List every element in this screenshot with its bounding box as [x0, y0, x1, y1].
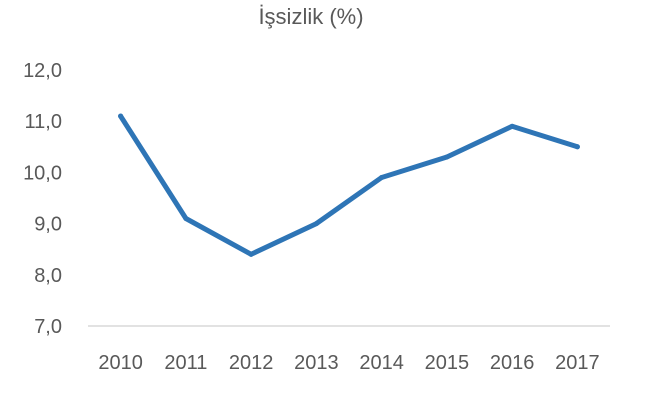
data-point — [183, 215, 189, 221]
x-tick-label: 2013 — [294, 352, 339, 374]
x-tick-label: 2016 — [490, 352, 535, 374]
x-tick-label: 2017 — [555, 352, 600, 374]
x-tick-label: 2012 — [229, 352, 274, 374]
y-tick-label: 8,0 — [34, 265, 62, 287]
y-tick-label: 9,0 — [34, 214, 62, 236]
chart-title: İşsizlik (%) — [258, 4, 363, 29]
data-point — [574, 144, 580, 150]
x-tick-label: 2014 — [359, 352, 404, 374]
y-tick-label: 12,0 — [23, 60, 62, 82]
data-point — [379, 175, 385, 181]
y-tick-label: 10,0 — [23, 162, 62, 184]
y-tick-label: 7,0 — [34, 316, 62, 338]
y-axis-tick-labels: 7,0 8,0 9,0 10,0 11,0 12,0 — [23, 60, 62, 338]
data-point — [444, 154, 450, 160]
series-group — [118, 113, 580, 257]
series-line — [118, 113, 580, 257]
data-point — [313, 221, 319, 227]
x-tick-label: 2015 — [425, 352, 470, 374]
x-tick-label: 2010 — [98, 352, 143, 374]
x-axis-tick-labels: 2010 2011 2012 2013 2014 2015 2016 2017 — [98, 352, 599, 374]
y-tick-label: 11,0 — [25, 111, 62, 133]
data-point — [248, 251, 254, 257]
data-point — [509, 123, 515, 129]
data-point — [118, 113, 124, 119]
x-tick-label: 2011 — [164, 352, 207, 374]
